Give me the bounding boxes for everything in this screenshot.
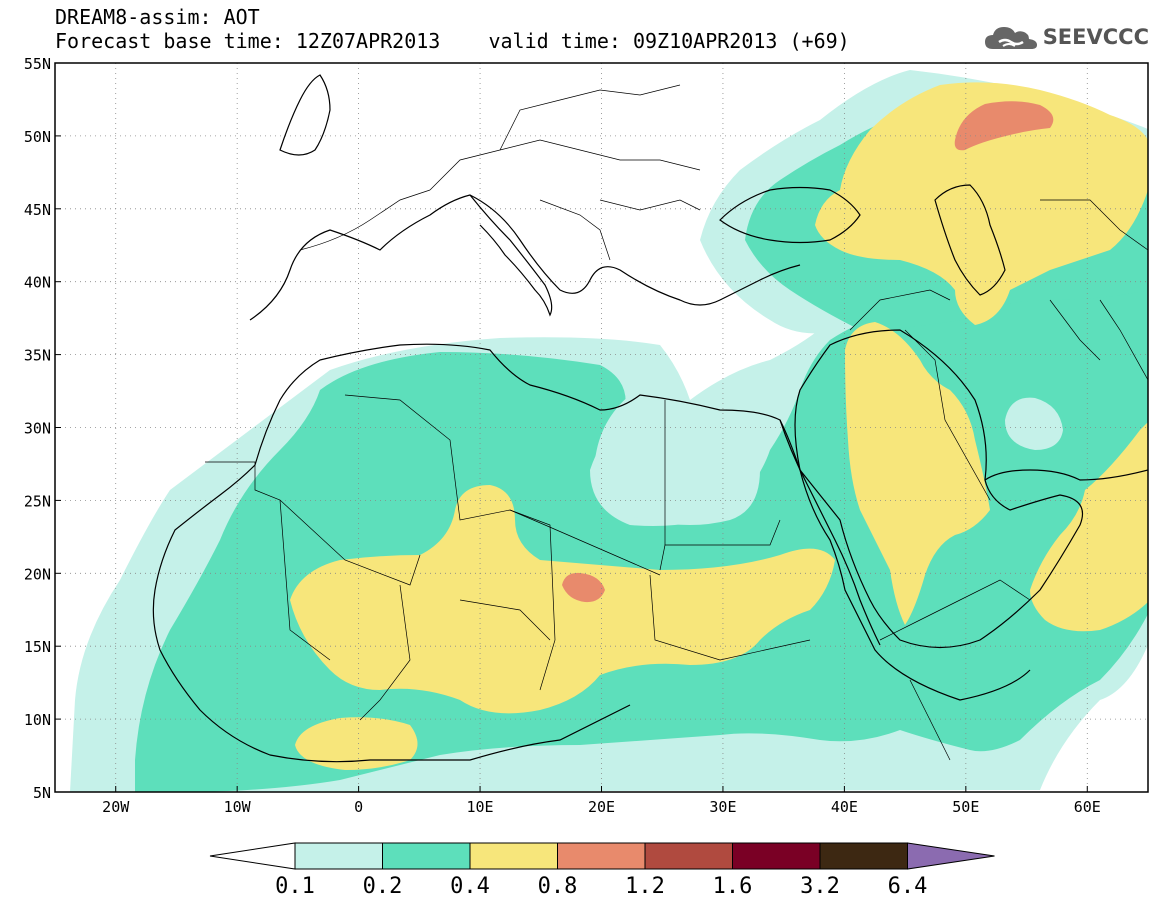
colorbar-label: 3.2 [800, 874, 840, 899]
lon-label: 40E [831, 798, 858, 816]
aot-band-0.1-egypt [595, 392, 760, 525]
colorbar: 0.1 0.2 0.4 0.8 1.2 1.6 3.2 6.4 [209, 842, 995, 899]
colorbar-segment [469, 842, 558, 870]
colorbar-segment [644, 842, 733, 870]
cloud-icon [984, 27, 1037, 49]
aot-band-0.4-north [815, 82, 1148, 325]
lat-label: 40N [24, 274, 51, 292]
coastline-red-sea [779, 419, 881, 646]
lon-label: 10E [467, 798, 494, 816]
colorbar-label: 1.6 [713, 874, 753, 899]
lon-label: 0 [354, 798, 363, 816]
colorbar-label: 1.2 [625, 874, 665, 899]
aot-band-0.4-arabia [845, 322, 990, 625]
colorbar-label: 6.4 [888, 874, 928, 899]
aot-contours [70, 70, 1148, 792]
coastline-africa-north [254, 343, 1031, 701]
aot-band-0.4-sahel [290, 485, 835, 714]
graticule [55, 63, 1148, 792]
coastline-europe-south [249, 194, 801, 321]
map-title: DREAM8-assim: AOT [55, 5, 260, 29]
lat-label: 5N [33, 784, 51, 802]
coastline-blacksea [719, 186, 861, 244]
coastline-arabia [794, 329, 1084, 649]
coastline-italy [469, 194, 553, 317]
coastline-africa-west [152, 464, 631, 763]
lon-label: 10W [224, 798, 252, 816]
forecast-time-line: Forecast base time: 12Z07APR2013 valid t… [55, 29, 850, 53]
colorbar-left-arrow [209, 842, 296, 870]
aot-band-0.8-russia [954, 101, 1054, 151]
logo-text: SEEVCCC [1042, 25, 1149, 49]
colorbar-right-arrow [907, 842, 995, 870]
aot-band-0.4-guinea [295, 717, 418, 770]
colorbar-label: 0.2 [363, 874, 403, 899]
coastlines [152, 74, 1148, 763]
colorbar-segment [294, 842, 383, 870]
coastline-britain [279, 74, 331, 156]
coastline-caspian [934, 184, 1006, 296]
latitude-labels: 55N 50N 45N 40N 35N 30N 25N 20N 15N 10N 5N [24, 55, 61, 802]
country-borders [205, 84, 1148, 761]
lon-label: 30E [709, 798, 736, 816]
seevccc-logo: SEEVCCC [983, 22, 1149, 52]
lat-label: 25N [24, 492, 51, 510]
lat-label: 15N [24, 638, 51, 656]
lat-label: 30N [24, 420, 51, 438]
colorbar-label: 0.4 [450, 874, 490, 899]
lon-label: 60E [1074, 798, 1101, 816]
lat-label: 55N [24, 55, 51, 73]
colorbar-label: 0.1 [275, 874, 315, 899]
colorbar-segment [732, 842, 821, 870]
coastline-iran [984, 469, 1148, 481]
lon-label: 20W [102, 798, 130, 816]
colorbar-label: 0.8 [538, 874, 578, 899]
colorbar-segment [819, 842, 908, 870]
aot-band-0.1-iran [1005, 397, 1063, 450]
lat-label: 50N [24, 128, 51, 146]
longitude-labels: 20W 10W 0 10E 20E 30E 40E 50E 60E [102, 786, 1101, 816]
colorbar-segment [382, 842, 471, 870]
colorbar-segment [557, 842, 646, 870]
lat-label: 45N [24, 201, 51, 219]
lon-label: 50E [952, 798, 979, 816]
lat-label: 35N [24, 347, 51, 365]
aot-band-0.4-oman [1030, 422, 1148, 632]
lon-label: 20E [588, 798, 615, 816]
lat-label: 20N [24, 565, 51, 583]
aot-band-0.8-niger [562, 572, 605, 603]
lat-label: 10N [24, 711, 51, 729]
